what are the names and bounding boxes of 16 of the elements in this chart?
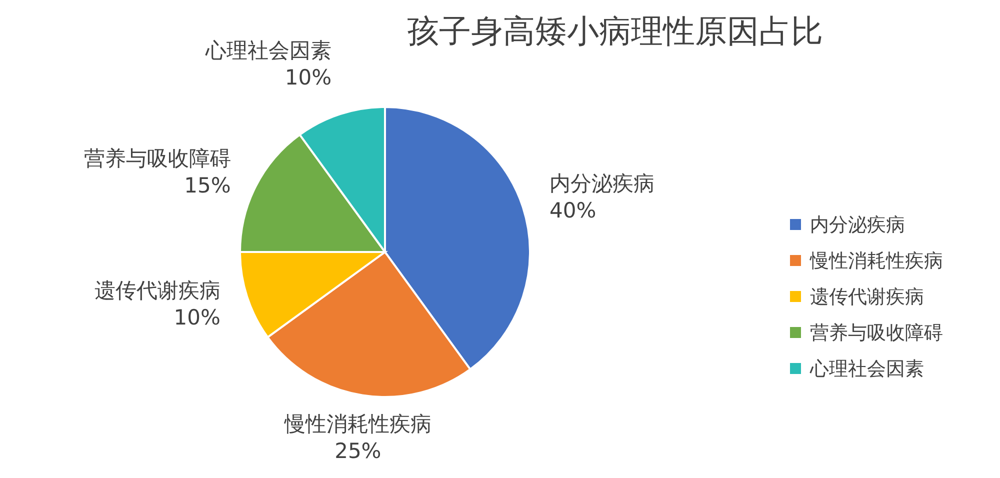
legend-label: 心理社会因素 [809, 358, 924, 380]
slice-label: 营养与吸收障碍 [84, 146, 231, 170]
data-label: 10% [284, 65, 332, 90]
title: 孩子身高矮小病理性原因占比 [407, 12, 823, 50]
slice-label: 遗传代谢疾病 [94, 278, 220, 302]
legend-label: 慢性消耗性疾病 [809, 250, 943, 272]
slice-label: 心理社会因素 [204, 38, 332, 62]
data-label: 15% [184, 173, 231, 198]
data-label: 25% [334, 438, 382, 463]
legend-label: 内分泌疾病 [810, 214, 905, 236]
slice-label: 内分泌疾病 [550, 172, 655, 196]
slice-label: 慢性消耗性疾病 [283, 412, 432, 436]
legend-label: 遗传代谢疾病 [810, 286, 924, 308]
data-label: 40% [550, 198, 596, 223]
data-label: 10% [174, 305, 220, 330]
legend-label: 营养与吸收障碍 [810, 322, 943, 344]
